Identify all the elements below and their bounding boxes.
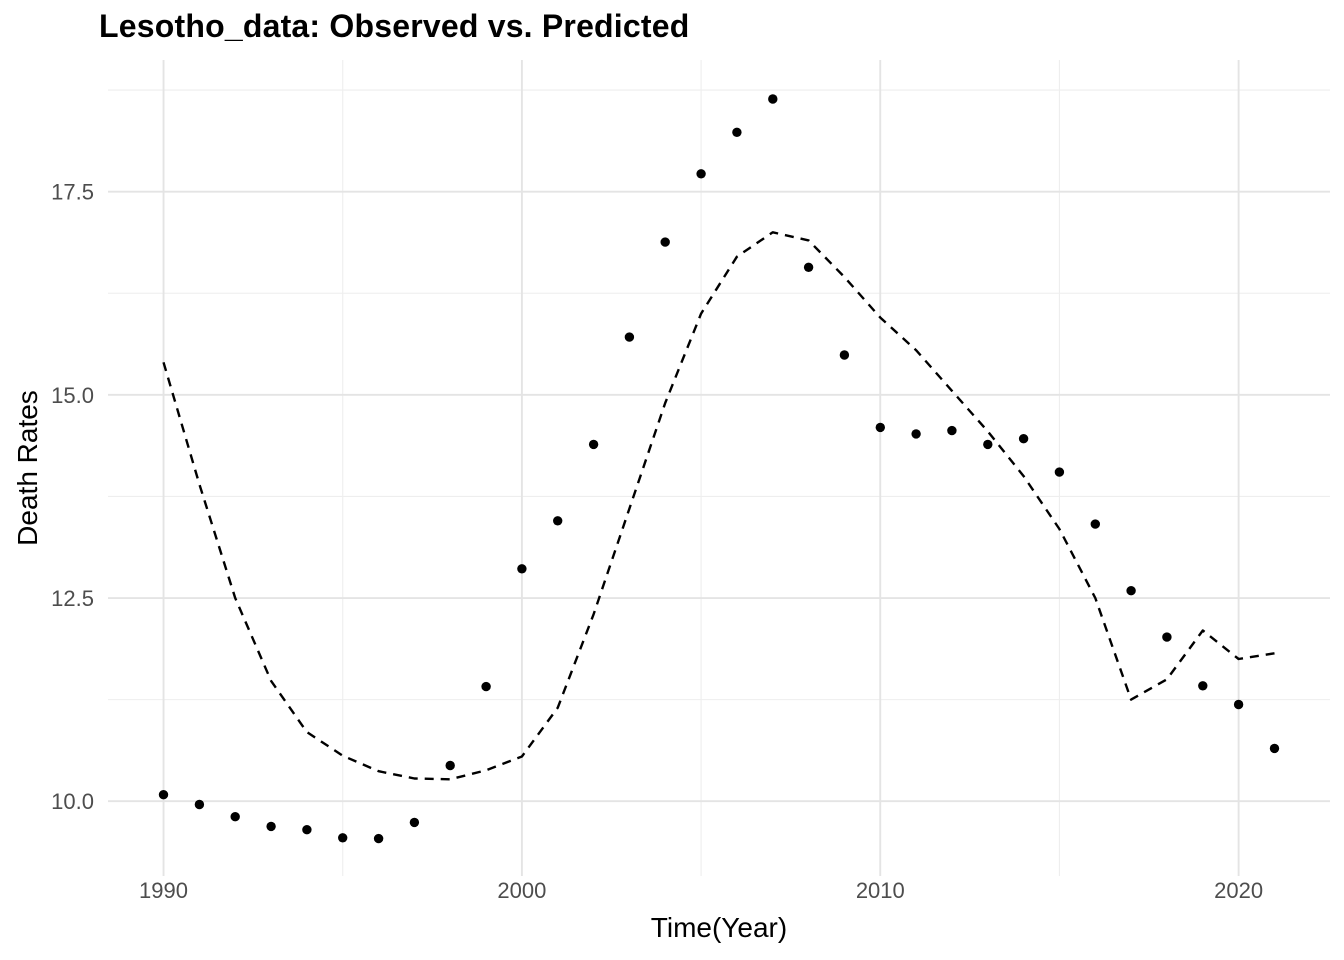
observed-point xyxy=(768,94,778,104)
y-axis-title: Death Rates xyxy=(12,390,43,546)
x-tick-label: 1990 xyxy=(139,878,188,903)
observed-point xyxy=(194,799,205,810)
observed-point xyxy=(839,350,850,360)
observed-point xyxy=(1054,467,1065,477)
x-tick-label: 2000 xyxy=(497,878,546,903)
observed-point xyxy=(983,439,993,450)
chart-title: Lesotho_data: Observed vs. Predicted xyxy=(99,8,690,44)
observed-point xyxy=(553,516,563,526)
observed-point xyxy=(588,439,599,450)
observed-point xyxy=(1198,681,1208,691)
x-tick-label: 2010 xyxy=(856,878,905,903)
observed-point xyxy=(660,237,670,247)
observed-point xyxy=(803,262,814,272)
observed-point xyxy=(1162,632,1172,642)
observed-point xyxy=(1090,519,1101,529)
observed-point xyxy=(445,760,455,771)
observed-point xyxy=(696,169,706,179)
observed-point xyxy=(230,812,240,822)
observed-point xyxy=(517,564,527,574)
y-tick-label: 15.0 xyxy=(51,383,94,408)
observed-point xyxy=(266,821,276,832)
observed-point xyxy=(1269,743,1280,754)
observed-point xyxy=(875,422,885,433)
y-tick-label: 10.0 xyxy=(51,789,94,814)
observed-point xyxy=(481,681,491,692)
observed-point xyxy=(1233,699,1244,710)
y-tick-label: 17.5 xyxy=(51,180,94,205)
observed-point xyxy=(911,429,921,439)
observed-point xyxy=(373,833,384,844)
observed-point xyxy=(158,790,169,800)
observed-point xyxy=(409,817,420,828)
observed-point xyxy=(947,425,957,436)
grid-minor-group xyxy=(108,60,1330,876)
grid-major-group xyxy=(108,60,1330,876)
x-tick-label: 2020 xyxy=(1214,878,1263,903)
observed-point xyxy=(1126,586,1136,596)
observed-point xyxy=(1018,434,1029,444)
x-axis-title: Time(Year) xyxy=(650,912,788,943)
observed-point xyxy=(302,825,312,835)
y-tick-label: 12.5 xyxy=(51,586,94,611)
observed-point xyxy=(732,127,742,137)
observed-points-group xyxy=(158,94,1280,844)
observed-point xyxy=(624,332,635,342)
observed-point xyxy=(338,833,348,843)
predicted-line xyxy=(162,231,1275,781)
